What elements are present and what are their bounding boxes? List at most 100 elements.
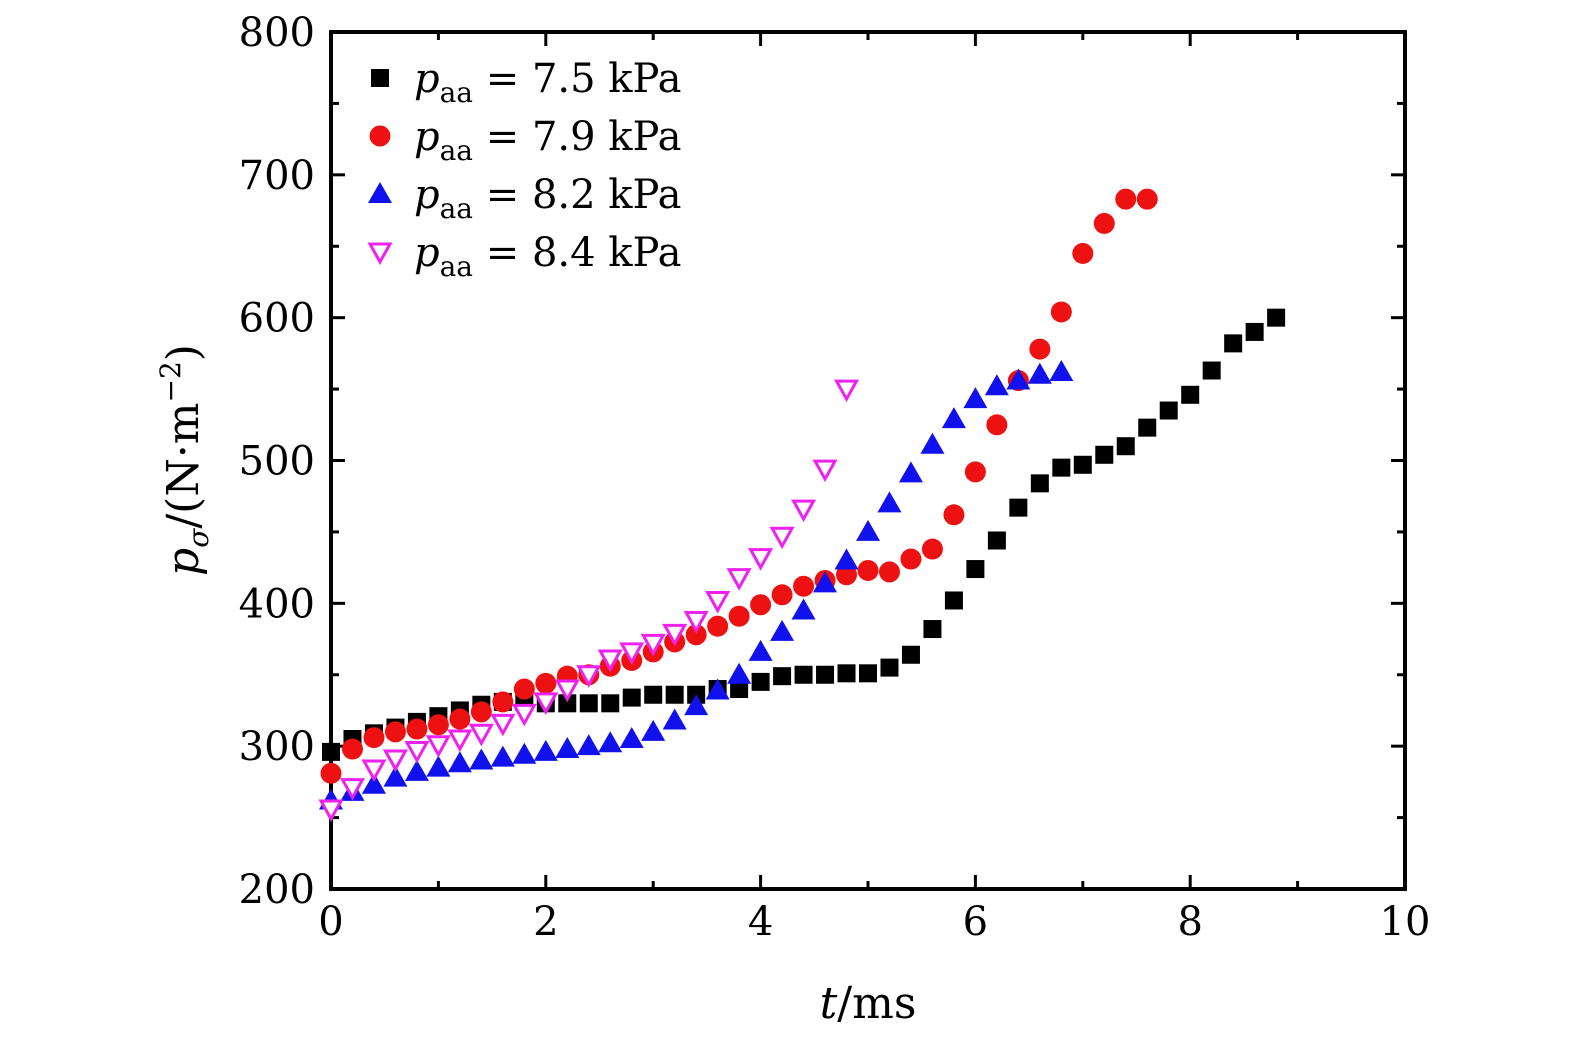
data-point (1095, 445, 1114, 464)
data-point (921, 538, 943, 560)
data-point (837, 664, 856, 683)
data-points (318, 188, 1286, 823)
data-point (662, 708, 687, 730)
data-point (748, 548, 774, 571)
data-point (554, 679, 580, 703)
data-point (449, 708, 471, 730)
legend-label: paa = 8.4 kPa (414, 230, 681, 283)
data-point (513, 678, 535, 700)
data-point (641, 719, 666, 741)
legend-label-text: = 7.5 kPa (473, 56, 681, 102)
data-point (770, 619, 795, 641)
series-3 (319, 359, 1074, 810)
data-point (1245, 322, 1264, 341)
data-point (705, 678, 730, 700)
data-point (361, 772, 386, 794)
tick-labels: 0 2 4 6 8 10 200 300 400 500 600 700 800 (239, 10, 1431, 945)
data-point (898, 461, 923, 483)
data-point (1181, 385, 1200, 404)
x-tick-label: 2 (533, 899, 558, 945)
data-point (963, 387, 988, 409)
legend-label-subscript: aa (440, 192, 473, 225)
data-point (1049, 359, 1074, 381)
plot-frame (329, 30, 1407, 891)
legend-item-2: paa = 7.9 kPa (369, 114, 681, 167)
data-point (707, 615, 729, 637)
data-point (665, 685, 684, 704)
data-point (320, 762, 342, 784)
data-point (576, 734, 601, 756)
data-point (470, 701, 492, 723)
legend-label-text: = 7.9 kPa (473, 114, 681, 160)
legend-label-text: = 8.2 kPa (473, 172, 681, 218)
y-tick-label: 700 (239, 153, 315, 199)
data-point (1006, 368, 1031, 390)
data-point (683, 610, 709, 634)
data-point (427, 714, 449, 736)
data-point (1136, 188, 1158, 210)
data-point (555, 737, 580, 759)
data-point (363, 727, 385, 749)
data-point (966, 560, 985, 579)
plot-area (329, 30, 1407, 891)
data-point (791, 598, 816, 620)
data-point (579, 694, 598, 713)
data-point (576, 665, 602, 688)
legend-label: paa = 7.5 kPa (414, 56, 681, 109)
data-point (730, 680, 749, 699)
legend-label-symbol: p (414, 230, 440, 276)
axis-titles: t/ms pσ/(N·m−2) (154, 344, 916, 1029)
data-point (597, 649, 623, 673)
data-point (1138, 418, 1157, 437)
data-point (558, 694, 577, 713)
data-point (1052, 458, 1071, 477)
data-point (836, 564, 858, 586)
data-point (426, 755, 451, 777)
data-point (425, 735, 451, 758)
data-point (878, 561, 900, 583)
data-point (404, 740, 430, 764)
legend-label: paa = 8.2 kPa (414, 172, 681, 225)
y-tick-label: 400 (239, 581, 315, 627)
data-point (944, 591, 963, 610)
data-point (1050, 301, 1072, 323)
data-point (535, 672, 557, 694)
data-point (339, 778, 366, 801)
data-point (726, 568, 752, 591)
data-point (361, 759, 387, 783)
data-point (856, 519, 880, 541)
data-point (601, 694, 620, 713)
y-axis-title-unit: /(N·m (158, 402, 209, 528)
legend-marker (369, 125, 391, 147)
y-axis-title-symbol: p (158, 548, 209, 576)
y-tick-label: 500 (239, 439, 315, 485)
data-point (705, 590, 731, 614)
data-point (404, 759, 429, 781)
data-point (941, 407, 966, 429)
data-point (1073, 455, 1092, 474)
data-point (833, 379, 860, 403)
data-point (773, 667, 792, 686)
data-point (1116, 437, 1135, 456)
data-point (771, 584, 793, 606)
data-point (1267, 308, 1286, 327)
y-tick-label: 800 (239, 10, 315, 56)
data-point (469, 748, 494, 770)
data-point (406, 718, 428, 740)
data-point (662, 623, 688, 647)
legend-label-subscript: aa (440, 134, 473, 167)
legend-marker (367, 242, 393, 266)
legend-label-subscript: aa (440, 250, 473, 283)
y-axis-title-close: ) (158, 344, 209, 361)
data-point (1009, 498, 1028, 517)
data-point (794, 665, 813, 684)
data-point (490, 745, 515, 767)
legend-label: paa = 7.9 kPa (414, 114, 681, 167)
x-tick-label: 6 (963, 899, 988, 945)
data-point (877, 491, 902, 513)
y-tick-label: 200 (239, 867, 315, 913)
x-axis-title-unit: /ms (837, 978, 916, 1029)
x-tick-label: 0 (318, 899, 343, 945)
